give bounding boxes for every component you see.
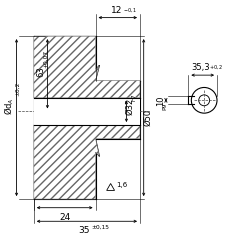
Text: P9: P9 — [162, 103, 168, 110]
Text: ±0,2: ±0,2 — [15, 82, 20, 96]
Text: $^{-0,1}$: $^{-0,1}$ — [123, 8, 137, 14]
Polygon shape — [34, 125, 140, 199]
Text: +0,07: +0,07 — [43, 50, 48, 68]
Text: 63: 63 — [36, 66, 45, 77]
Text: Ø50: Ø50 — [143, 109, 152, 126]
Text: 10: 10 — [156, 95, 166, 106]
Polygon shape — [34, 98, 140, 125]
Text: Ø32: Ø32 — [126, 98, 135, 115]
Text: 1,6: 1,6 — [116, 182, 127, 188]
Text: H7: H7 — [131, 94, 136, 101]
Text: $^{+0,2}$: $^{+0,2}$ — [209, 64, 223, 71]
Text: 35: 35 — [79, 226, 90, 235]
Polygon shape — [34, 36, 140, 98]
Text: Ød$_A$: Ød$_A$ — [2, 98, 16, 115]
Text: 12: 12 — [111, 6, 122, 15]
Text: 35,3: 35,3 — [191, 63, 210, 72]
Text: ±0,15: ±0,15 — [92, 225, 110, 230]
Text: 24: 24 — [59, 213, 70, 222]
